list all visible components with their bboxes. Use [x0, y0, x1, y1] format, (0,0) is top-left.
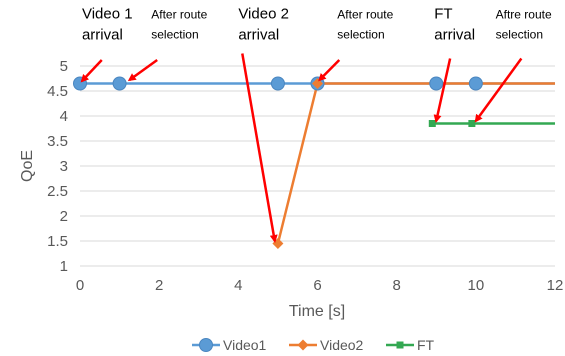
x-axis-label: Time [s]	[289, 303, 345, 320]
legend-marker-video1	[199, 338, 213, 352]
series-markers	[73, 76, 483, 249]
annotation-text: selection	[496, 28, 543, 42]
annotations: Video 1 arrival After route selection Video …	[80, 6, 552, 243]
x-tick-label: 10	[467, 277, 484, 294]
annotation-text: After route	[151, 8, 207, 22]
annotation-text: arrival	[82, 27, 123, 44]
data-point-video1	[429, 76, 444, 91]
annotation-text: FT	[434, 6, 452, 23]
legend-label-video1: Video1	[223, 337, 267, 353]
legend: Video1 Video2 FT	[192, 337, 435, 353]
y-tick-label: 3.5	[47, 133, 68, 150]
y-axis-ticks: 1 1.5 2 2.5 3 3.5 4 4.5 5	[47, 58, 68, 275]
annotation-text: Video 2	[238, 6, 289, 23]
data-point-video1	[112, 76, 127, 91]
annotation-arrow	[80, 59, 103, 83]
data-point-video1	[270, 76, 285, 91]
x-tick-label: 8	[392, 277, 400, 294]
annotation-text: arrival	[238, 27, 279, 44]
legend-marker-ft	[396, 341, 404, 349]
y-tick-label: 4.5	[47, 83, 68, 100]
annotation-arrow	[127, 58, 158, 82]
y-tick-label: 4	[60, 108, 68, 125]
x-tick-label: 12	[547, 277, 564, 294]
legend-label-ft: FT	[417, 337, 435, 353]
y-axis-label: QoE	[19, 150, 36, 182]
annotation-arrow	[241, 53, 278, 243]
annotation-text: Aftre route	[496, 8, 552, 22]
data-point-ft	[468, 120, 476, 127]
y-tick-label: 2.5	[47, 183, 68, 200]
annotation-text: selection	[151, 28, 198, 42]
y-tick-label: 2	[60, 208, 68, 225]
gridlines	[80, 65, 555, 267]
series-line-video2	[276, 82, 555, 244]
x-axis-ticks: 0 2 4 6 8 10 12	[76, 277, 564, 294]
legend-label-video2: Video2	[320, 337, 364, 353]
annotation-text: After route	[337, 8, 393, 22]
annotation-text: arrival	[434, 27, 475, 44]
annotation-arrow	[318, 59, 341, 82]
data-point-ft	[428, 120, 436, 127]
y-tick-label: 3	[60, 158, 68, 175]
y-tick-label: 1.5	[47, 233, 68, 250]
x-tick-label: 0	[76, 277, 84, 294]
legend-marker-video2	[297, 339, 309, 351]
annotation-arrow	[433, 58, 452, 123]
annotation-text: Video 1	[82, 6, 133, 23]
x-tick-label: 4	[234, 277, 242, 294]
data-point-video1	[468, 76, 483, 91]
y-tick-label: 1	[60, 258, 68, 275]
annotation-arrow	[474, 57, 523, 123]
series-lines	[80, 82, 555, 244]
x-tick-label: 6	[313, 277, 321, 294]
y-tick-label: 5	[60, 58, 68, 75]
annotation-text: selection	[337, 28, 384, 42]
x-tick-label: 2	[155, 277, 163, 294]
